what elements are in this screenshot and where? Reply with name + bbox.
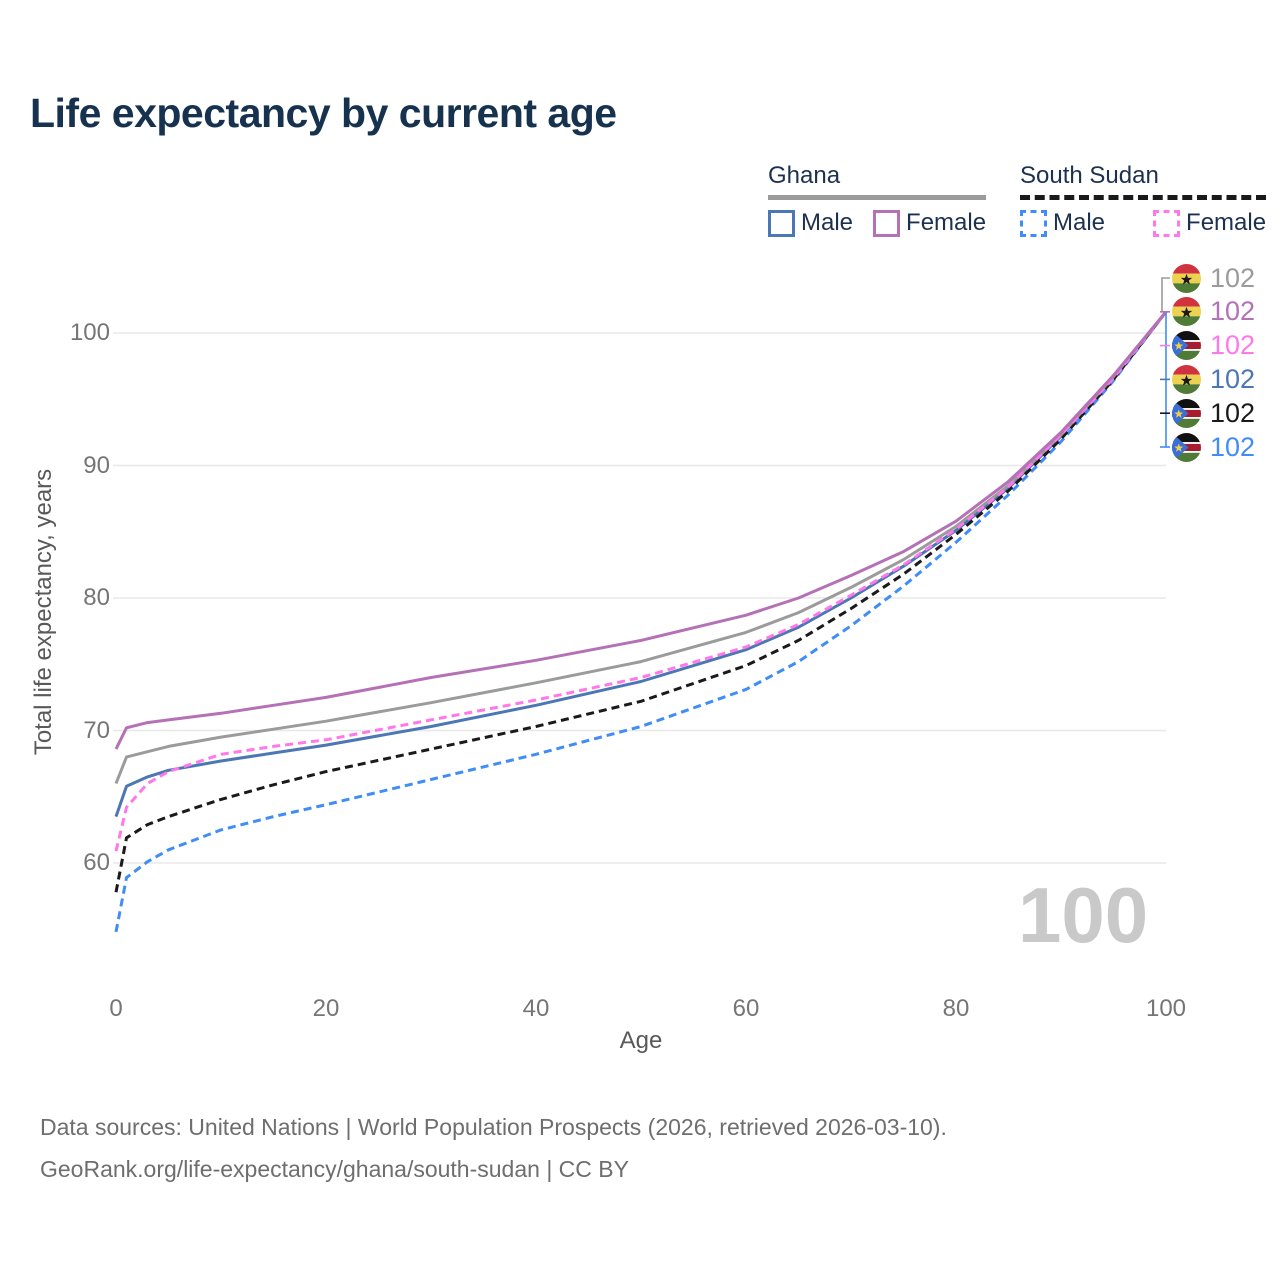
x-axis-title: Age (619, 1027, 663, 1054)
legend-label-south-sudan-female: Female (1186, 209, 1267, 236)
x-tick-label: 80 (942, 995, 970, 1022)
south-sudan-flag-icon (1172, 432, 1201, 462)
x-tick-label: 100 (1145, 995, 1187, 1022)
end-label-row: 102 (1172, 398, 1255, 428)
south-sudan-dashed-line-swatch (1020, 195, 1267, 200)
y-tick-label: 90 (83, 451, 110, 479)
y-tick-label: 80 (83, 584, 110, 611)
end-value-label: 102 (1210, 296, 1256, 327)
legend-item-south-sudan-male[interactable]: Male (1020, 209, 1105, 237)
age-indicator: 100 (1018, 871, 1149, 959)
y-axis-title: Total life expectancy, years (30, 468, 57, 756)
legend-item-ghana-male[interactable]: Male (768, 209, 853, 237)
series-line-south-sudan-female[interactable] (114, 310, 1168, 852)
legend-group-ghana: Ghana Male Female (768, 162, 987, 237)
legend-label-south-sudan-male: Male (1053, 209, 1106, 236)
page-title: Life expectancy by current age (30, 90, 617, 136)
ghana-male-checkbox-icon[interactable] (768, 209, 795, 237)
end-label-row: 102 (1172, 432, 1255, 462)
x-tick-label: 40 (522, 995, 550, 1022)
ghana-flag-icon (1172, 364, 1201, 394)
series-line-ghana-both[interactable] (114, 310, 1168, 785)
ghana-flag-icon (1172, 297, 1201, 327)
series-line-south-sudan-male[interactable] (114, 310, 1168, 933)
end-value-label: 102 (1210, 262, 1256, 293)
legend-item-ghana-female[interactable]: Female (873, 209, 986, 237)
series-line-ghana-female[interactable] (114, 310, 1168, 750)
y-tick-label: 60 (83, 849, 110, 876)
south-sudan-flag-icon (1172, 398, 1201, 428)
footer-line-2: GeoRank.org/life-expectancy/ghana/south-… (40, 1156, 629, 1182)
x-tick-label: 20 (312, 995, 340, 1022)
end-label-connector (1161, 277, 1170, 311)
y-tick-label: 100 (69, 319, 110, 346)
legend-label-ghana-female: Female (906, 209, 987, 236)
x-tick-label: 60 (732, 995, 760, 1022)
footer: Data sources: United Nations | World Pop… (40, 1106, 947, 1190)
end-value-label: 102 (1210, 431, 1256, 462)
y-tick-label: 70 (83, 716, 110, 744)
legend-country-ghana: Ghana (768, 162, 841, 189)
south-sudan-female-checkbox-icon[interactable] (1153, 209, 1181, 237)
legend-label-ghana-male: Male (801, 209, 854, 236)
legend-group-south-sudan: South Sudan Male Female (1020, 162, 1267, 237)
series-line-south-sudan-both[interactable] (114, 310, 1168, 893)
end-label-row: 102 (1172, 263, 1255, 293)
end-value-label: 102 (1210, 397, 1256, 428)
x-tick-label: 0 (109, 995, 123, 1022)
ghana-flag-icon (1172, 263, 1201, 293)
end-label-row: 102 (1172, 330, 1256, 361)
ghana-solid-line-swatch (768, 195, 987, 200)
south-sudan-male-checkbox-icon[interactable] (1020, 209, 1047, 237)
end-value-label: 102 (1210, 363, 1256, 394)
legend-country-south-sudan: South Sudan (1020, 162, 1159, 189)
series-line-ghana-male[interactable] (114, 310, 1168, 818)
footer-line-1: Data sources: United Nations | World Pop… (40, 1114, 947, 1140)
end-value-label: 102 (1210, 330, 1256, 361)
legend-item-south-sudan-female[interactable]: Female (1153, 209, 1266, 237)
south-sudan-flag-icon (1172, 331, 1201, 361)
ghana-female-checkbox-icon[interactable] (873, 209, 901, 237)
end-label-row: 102 (1172, 296, 1256, 327)
end-label-row: 102 (1172, 364, 1255, 394)
